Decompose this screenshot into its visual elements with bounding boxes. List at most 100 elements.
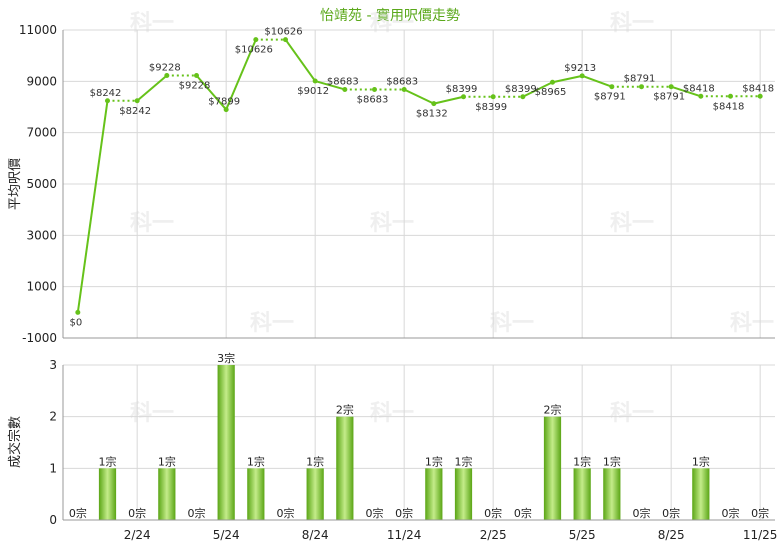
price-line-segment	[284, 39, 316, 82]
count-bar	[158, 468, 176, 520]
count-bar	[247, 468, 265, 520]
price-grid	[63, 29, 775, 339]
x-tick-label: 11/25	[743, 528, 778, 542]
price-point	[164, 72, 170, 78]
price-point-label: $8399	[505, 84, 537, 95]
price-y-tick-label: 9000	[26, 74, 57, 88]
price-line	[75, 37, 763, 315]
price-point-label: $8791	[653, 92, 685, 103]
watermark-text: 科一	[490, 311, 534, 336]
count-bar-label: 1宗	[306, 454, 324, 468]
price-point-label: $9012	[297, 86, 329, 97]
price-point-label: $8242	[90, 88, 122, 99]
count-bar-label: 1宗	[692, 454, 710, 468]
count-y-tick-label: 0	[49, 513, 57, 527]
price-y-tick-label: 1000	[26, 280, 57, 294]
price-point-label: $8132	[416, 109, 448, 120]
price-y-tick-label: 5000	[26, 177, 57, 191]
count-bar	[425, 468, 443, 520]
price-point-label: $8683	[357, 94, 389, 105]
price-y-tick-label: -1000	[22, 331, 57, 345]
price-y-tick-label: 7000	[26, 126, 57, 140]
count-bar-label: 1宗	[99, 454, 117, 468]
price-point	[579, 73, 585, 79]
price-line-segment	[433, 95, 464, 105]
count-bar-label: 2宗	[336, 403, 354, 417]
count-bar-label: 3宗	[217, 351, 235, 365]
price-point	[490, 94, 496, 100]
price-point	[134, 98, 140, 104]
watermark-text: 科一	[610, 401, 654, 426]
price-point	[609, 84, 615, 90]
price-point	[550, 79, 555, 85]
count-bar-label: 0宗	[751, 506, 769, 520]
watermark-text: 科一	[370, 211, 414, 236]
price-line-segment	[76, 100, 109, 313]
count-bar-label: 0宗	[395, 506, 413, 520]
count-bar	[603, 468, 621, 520]
y-axis-label-price: 平均呎價	[8, 158, 23, 210]
price-point	[668, 84, 674, 90]
price-y-tick-label: 11000	[19, 23, 57, 37]
price-point	[728, 93, 733, 99]
count-bars	[98, 365, 710, 520]
price-point	[105, 98, 110, 104]
price-point	[372, 86, 377, 92]
price-point	[461, 94, 466, 100]
price-point	[520, 94, 526, 100]
count-bar-label: 1宗	[603, 454, 621, 468]
price-line-segment	[195, 74, 227, 111]
price-point	[342, 86, 348, 92]
price-point-label: $8418	[683, 83, 715, 94]
watermark-text: 科一	[130, 401, 174, 426]
price-point-label: $8965	[535, 87, 567, 98]
price-point-label: $9228	[179, 80, 211, 91]
watermark-text: 科一	[370, 11, 414, 36]
price-point	[639, 84, 644, 90]
x-tick-label: 2/24	[124, 528, 151, 542]
price-point	[698, 93, 704, 99]
count-bar-label: 2宗	[544, 403, 562, 417]
price-point-label: $8399	[475, 102, 507, 113]
price-point-label: $8683	[386, 76, 418, 87]
data-labels: 0宗 1宗 0宗 1宗 0宗 3宗 1宗 0宗 1宗 2宗 0宗 0宗 1宗 1宗 0宗 0宗 2宗 1宗 1宗 0宗…	[69, 27, 774, 520]
count-bar-label: 1宗	[158, 454, 176, 468]
price-point	[431, 101, 437, 107]
x-tick-label: 8/24	[302, 528, 329, 542]
y-axis-label-count: 成交宗數	[7, 416, 23, 468]
price-line-segment	[136, 74, 168, 102]
count-bar	[336, 416, 354, 520]
price-point-label: $9213	[564, 63, 596, 74]
price-point-label: $8791	[594, 92, 626, 103]
count-bar-label: 0宗	[128, 506, 146, 520]
watermark-text: 科一	[730, 311, 774, 336]
price-point	[283, 37, 288, 43]
count-bar-label: 0宗	[662, 506, 680, 520]
count-bar-label: 1宗	[573, 454, 591, 468]
price-line-segment	[403, 88, 435, 105]
count-bar	[573, 468, 591, 520]
price-point-label: $0	[69, 317, 82, 328]
price-point	[223, 107, 229, 113]
price-point	[757, 93, 763, 99]
x-tick-label: 2/25	[480, 528, 507, 542]
x-tick-label: 5/24	[213, 528, 240, 542]
chart-title: 怡靖苑 - 實用呎價走勢	[320, 7, 460, 24]
count-y-tick-label: 2	[49, 410, 57, 424]
price-point-label: $7899	[208, 97, 240, 108]
count-bar-label: 0宗	[188, 506, 206, 520]
price-point-label: $9228	[149, 62, 181, 73]
count-bar-label: 0宗	[69, 506, 87, 520]
count-bar	[306, 468, 324, 520]
price-point-label: $8791	[624, 74, 656, 85]
watermark-text: 科一	[370, 401, 414, 426]
price-point	[194, 72, 199, 78]
price-point-label: $8399	[446, 84, 478, 95]
price-line-segment	[670, 85, 702, 98]
price-point-label: $8418	[713, 101, 745, 112]
price-line-segment	[581, 74, 613, 88]
count-bar-label: 0宗	[633, 506, 651, 520]
count-y-tick-label: 1	[49, 461, 57, 475]
watermark-text: 科一	[610, 211, 654, 236]
